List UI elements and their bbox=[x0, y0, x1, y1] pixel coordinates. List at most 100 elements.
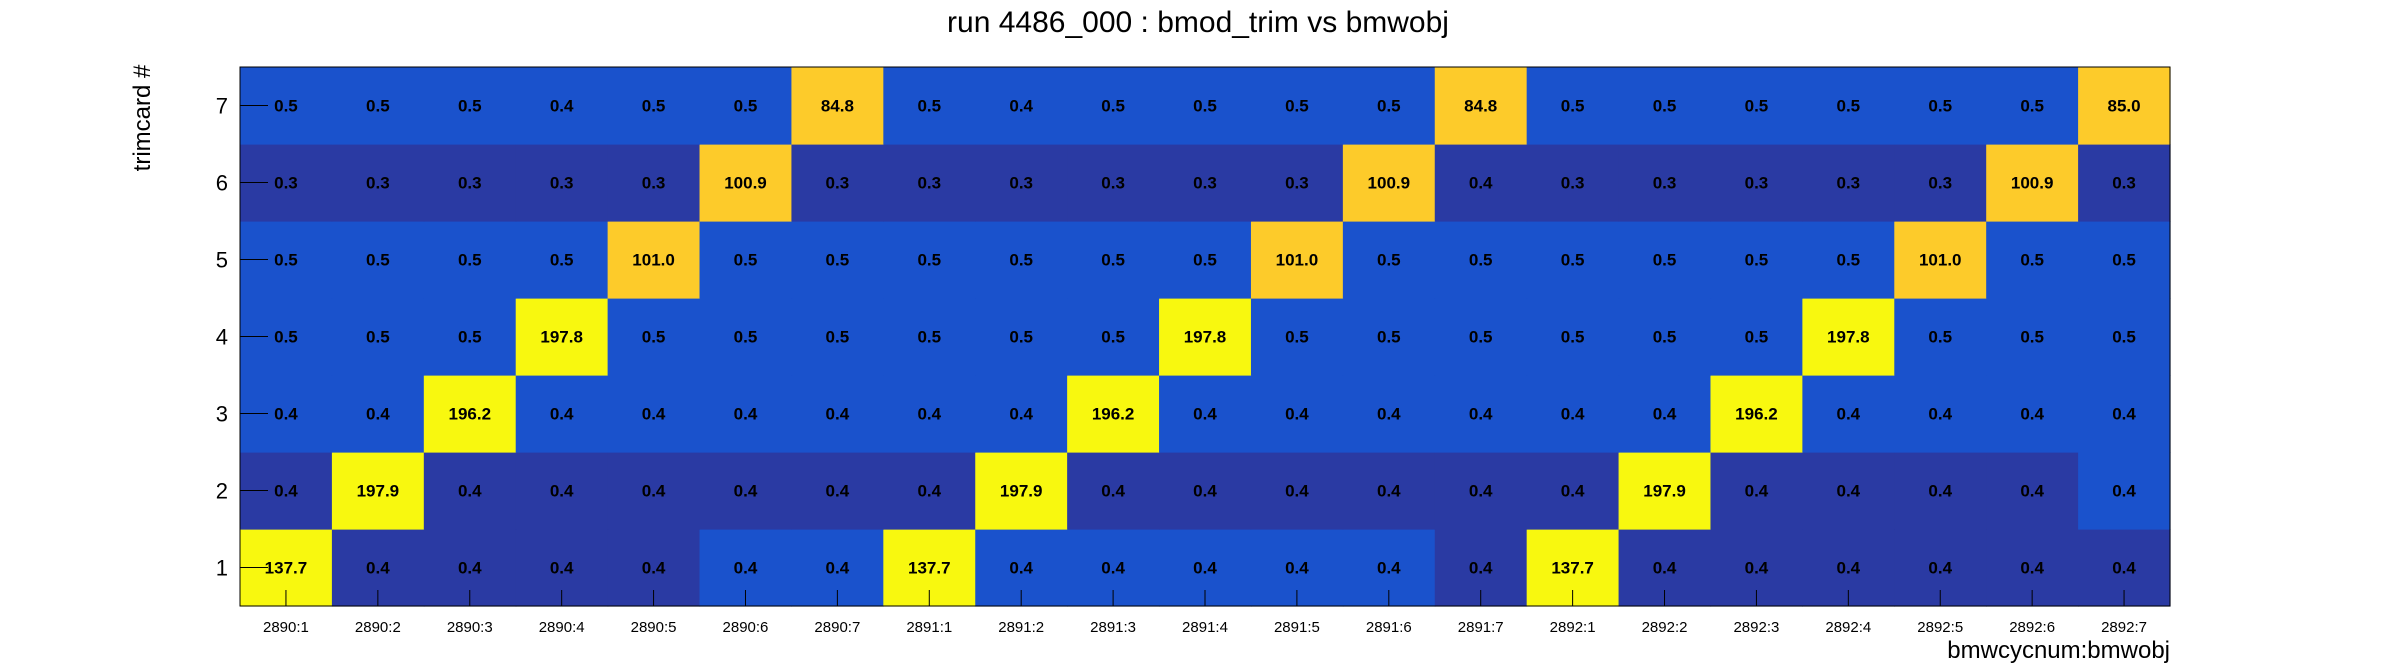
cell-value-label: 0.5 bbox=[2112, 328, 2136, 347]
cell-value-label: 0.4 bbox=[1377, 482, 1401, 501]
cell-value-label: 0.4 bbox=[642, 405, 666, 424]
cell-value-label: 0.5 bbox=[1193, 97, 1217, 116]
x-tick-label: 2890:2 bbox=[355, 619, 401, 636]
cell-value-label: 0.4 bbox=[1928, 482, 1952, 501]
heatmap-cell bbox=[607, 375, 701, 453]
cell-value-label: 0.5 bbox=[1377, 251, 1401, 270]
cell-value-label: 0.4 bbox=[826, 559, 850, 578]
cell-value-label: 0.5 bbox=[642, 97, 666, 116]
heatmap-cell bbox=[883, 298, 976, 376]
cell-value-label: 84.8 bbox=[1464, 97, 1497, 116]
heatmap-cell bbox=[1618, 221, 1712, 299]
cell-value-label: 0.5 bbox=[734, 251, 758, 270]
cell-value-label: 0.5 bbox=[1653, 97, 1677, 116]
heatmap-cell bbox=[331, 144, 425, 222]
heatmap-cell bbox=[2078, 298, 2171, 376]
cell-value-label: 0.3 bbox=[1009, 174, 1033, 193]
cell-value-label: 0.5 bbox=[458, 97, 482, 116]
cell-value-label: 0.5 bbox=[1745, 328, 1769, 347]
heatmap-cell bbox=[1159, 221, 1252, 299]
heatmap-cell bbox=[607, 452, 701, 530]
cell-value-label: 0.5 bbox=[1837, 251, 1861, 270]
cell-value-label: 0.5 bbox=[1837, 97, 1861, 116]
cell-value-label: 0.5 bbox=[458, 328, 482, 347]
heatmap-cell bbox=[1250, 452, 1344, 530]
heatmap-cell bbox=[1894, 298, 1987, 376]
cell-value-label: 0.5 bbox=[1745, 97, 1769, 116]
cell-value-label: 0.5 bbox=[917, 97, 941, 116]
heatmap-cell bbox=[2078, 144, 2171, 222]
cell-value-label: 0.5 bbox=[1009, 251, 1033, 270]
cell-value-label: 0.4 bbox=[734, 559, 758, 578]
heatmap-cell bbox=[699, 298, 793, 376]
heatmap-cell bbox=[515, 221, 609, 299]
cell-value-label: 0.5 bbox=[2112, 251, 2136, 270]
cell-value-label: 0.5 bbox=[1928, 97, 1952, 116]
heatmap-cell bbox=[975, 221, 1068, 299]
heatmap-cell bbox=[883, 67, 976, 145]
heatmap-cell bbox=[1342, 144, 1436, 222]
x-tick-label: 2892:2 bbox=[1642, 619, 1688, 636]
heatmap-cell bbox=[1986, 375, 2079, 453]
cell-value-label: 0.3 bbox=[2112, 174, 2136, 193]
cell-value-label: 0.4 bbox=[458, 482, 482, 501]
y-tick-label: 2 bbox=[216, 479, 228, 504]
cell-value-label: 0.4 bbox=[2020, 405, 2044, 424]
x-tick-label: 2891:2 bbox=[998, 619, 1044, 636]
cell-value-label: 0.3 bbox=[1745, 174, 1769, 193]
cell-value-label: 0.5 bbox=[826, 251, 850, 270]
cell-value-label: 0.5 bbox=[1101, 328, 1125, 347]
heatmap-cell bbox=[2078, 67, 2171, 145]
x-tick-label: 2892:7 bbox=[2101, 619, 2147, 636]
heatmap-cell bbox=[791, 221, 884, 299]
cell-value-label: 100.9 bbox=[724, 174, 767, 193]
cell-value-label: 0.4 bbox=[550, 97, 574, 116]
cell-value-label: 0.3 bbox=[826, 174, 850, 193]
cell-value-label: 0.4 bbox=[1009, 559, 1033, 578]
cell-value-label: 0.3 bbox=[458, 174, 482, 193]
heatmap-cell bbox=[1250, 67, 1344, 145]
cell-value-label: 0.4 bbox=[1009, 405, 1033, 424]
cell-value-label: 0.4 bbox=[550, 405, 574, 424]
cell-value-label: 0.4 bbox=[1009, 97, 1033, 116]
cell-value-label: 0.4 bbox=[917, 482, 941, 501]
cell-value-label: 0.5 bbox=[274, 328, 298, 347]
heatmap-cell bbox=[607, 144, 701, 222]
x-tick-label: 2892:6 bbox=[2009, 619, 2055, 636]
heatmap-cell bbox=[1159, 298, 1252, 376]
cell-value-label: 0.4 bbox=[642, 559, 666, 578]
heatmap-cell bbox=[1802, 67, 1895, 145]
heatmap-cell bbox=[2078, 221, 2171, 299]
cell-value-label: 196.2 bbox=[448, 405, 491, 424]
cell-value-label: 0.3 bbox=[642, 174, 666, 193]
heatmap-cell bbox=[883, 452, 976, 530]
cell-value-label: 0.5 bbox=[458, 251, 482, 270]
heatmap-cell bbox=[1986, 144, 2079, 222]
heatmap-cell bbox=[1710, 298, 1803, 376]
heatmap-cell bbox=[1434, 144, 1528, 222]
cell-value-label: 0.3 bbox=[1837, 174, 1861, 193]
cell-value-label: 0.5 bbox=[274, 97, 298, 116]
heatmap-cell bbox=[1526, 67, 1620, 145]
heatmap-cell bbox=[975, 375, 1068, 453]
x-tick-label: 2890:4 bbox=[539, 619, 585, 636]
cell-value-label: 0.5 bbox=[1377, 97, 1401, 116]
x-tick-label: 2892:5 bbox=[1917, 619, 1963, 636]
cell-value-label: 85.0 bbox=[2108, 97, 2141, 116]
cell-value-label: 0.5 bbox=[1653, 328, 1677, 347]
cell-value-label: 0.3 bbox=[366, 174, 390, 193]
cell-value-label: 0.5 bbox=[2020, 328, 2044, 347]
heatmap-cell bbox=[1067, 221, 1160, 299]
cell-value-label: 101.0 bbox=[632, 251, 675, 270]
cell-value-label: 0.4 bbox=[1928, 405, 1952, 424]
cell-value-label: 0.5 bbox=[550, 251, 574, 270]
heatmap-cell bbox=[975, 298, 1068, 376]
cell-value-label: 0.5 bbox=[1469, 328, 1493, 347]
heatmap-cell bbox=[1802, 452, 1895, 530]
cell-value-label: 137.7 bbox=[265, 559, 308, 578]
heatmap-cell bbox=[791, 375, 884, 453]
heatmap-cell bbox=[331, 67, 425, 145]
cell-value-label: 0.4 bbox=[1101, 482, 1125, 501]
cell-value-label: 197.9 bbox=[357, 482, 400, 501]
cell-value-label: 0.4 bbox=[1377, 405, 1401, 424]
